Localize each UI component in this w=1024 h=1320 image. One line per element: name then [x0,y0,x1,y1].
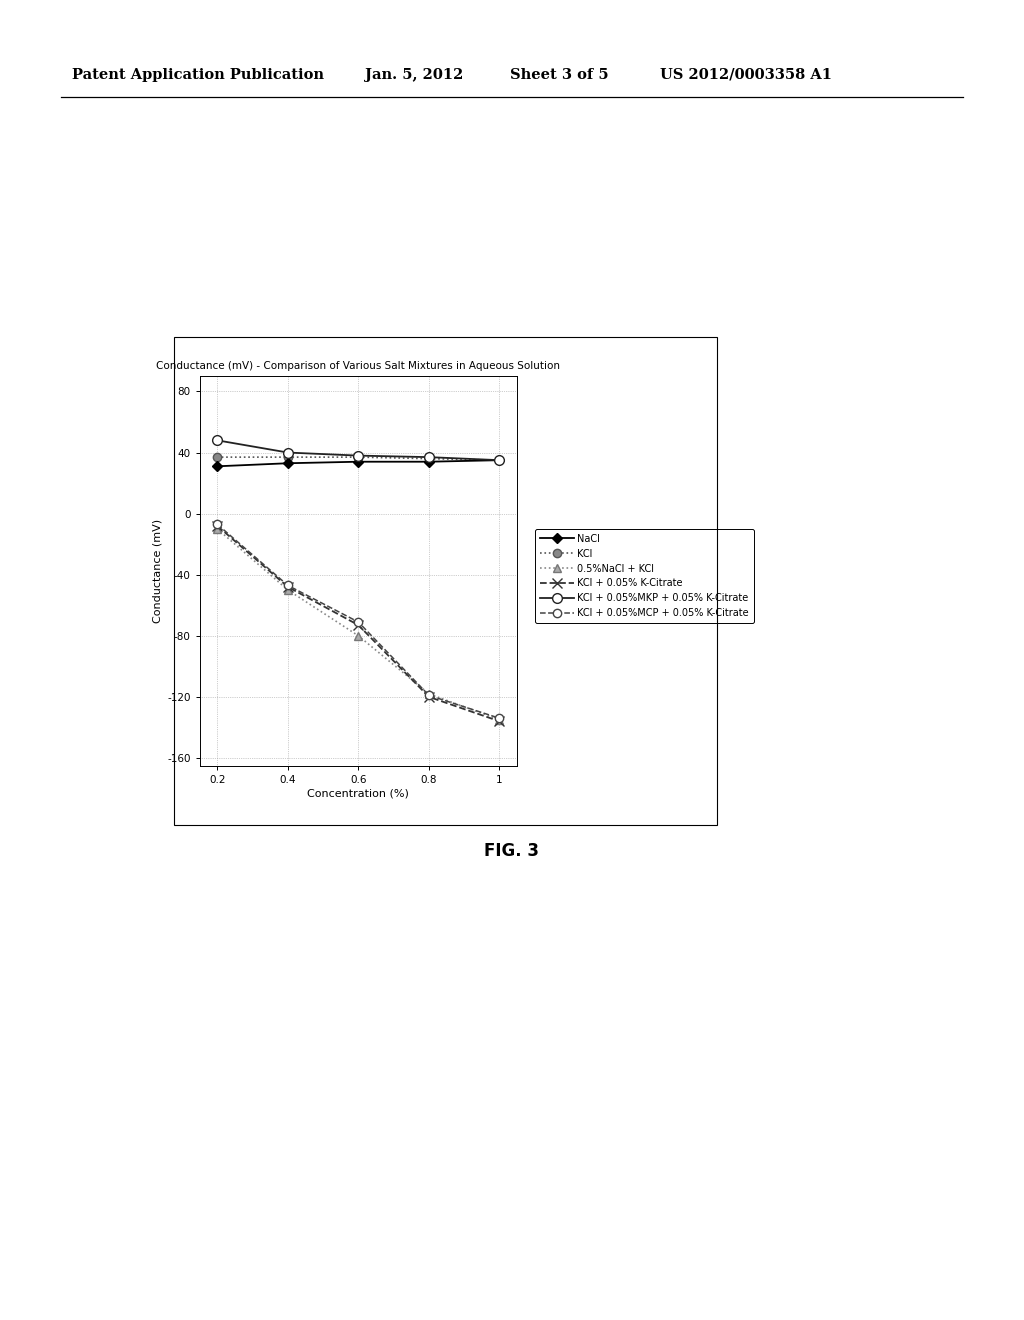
X-axis label: Concentration (%): Concentration (%) [307,789,410,799]
Y-axis label: Conductance (mV): Conductance (mV) [153,519,163,623]
KCl + 0.05% K-Citrate [352,618,365,634]
KCl [211,449,223,465]
NaCl [494,453,506,469]
NaCl [211,458,223,474]
0.5%NaCl + KCl [282,582,294,598]
KCl [423,450,435,466]
Text: Patent Application Publication: Patent Application Publication [72,69,324,82]
0.5%NaCl + KCl [423,686,435,702]
KCl + 0.05%MCP + 0.05% K-Citrate [282,577,294,593]
KCl + 0.05% K-Citrate [494,713,506,729]
0.5%NaCl + KCl [494,711,506,727]
KCl + 0.05%MKP + 0.05% K-Citrate [423,449,435,465]
KCl + 0.05%MCP + 0.05% K-Citrate [494,710,506,726]
KCl + 0.05%MCP + 0.05% K-Citrate [352,614,365,630]
KCl + 0.05% K-Citrate [211,517,223,533]
KCl + 0.05%MKP + 0.05% K-Citrate [494,453,506,469]
KCl + 0.05%MKP + 0.05% K-Citrate [352,447,365,463]
Legend: NaCl, KCl, 0.5%NaCl + KCl, KCl + 0.05% K-Citrate, KCl + 0.05%MKP + 0.05% K-Citra: NaCl, KCl, 0.5%NaCl + KCl, KCl + 0.05% K… [535,529,754,623]
Text: Jan. 5, 2012: Jan. 5, 2012 [365,69,464,82]
KCl [352,449,365,465]
NaCl [423,454,435,470]
Text: US 2012/0003358 A1: US 2012/0003358 A1 [660,69,831,82]
0.5%NaCl + KCl [352,628,365,644]
KCl + 0.05%MCP + 0.05% K-Citrate [423,688,435,704]
Line: KCl + 0.05% K-Citrate: KCl + 0.05% K-Citrate [212,521,505,726]
NaCl [352,454,365,470]
KCl + 0.05% K-Citrate [282,579,294,595]
KCl + 0.05%MCP + 0.05% K-Citrate [211,516,223,532]
0.5%NaCl + KCl [211,521,223,537]
Line: NaCl: NaCl [214,457,503,470]
Text: FIG. 3: FIG. 3 [484,842,540,861]
KCl + 0.05%MKP + 0.05% K-Citrate [211,433,223,449]
Text: Sheet 3 of 5: Sheet 3 of 5 [510,69,608,82]
Title: Conductance (mV) - Comparison of Various Salt Mixtures in Aqueous Solution: Conductance (mV) - Comparison of Various… [157,362,560,371]
NaCl [282,455,294,471]
KCl + 0.05% K-Citrate [423,689,435,705]
Line: 0.5%NaCl + KCl: 0.5%NaCl + KCl [213,525,504,723]
KCl [282,449,294,465]
Line: KCl: KCl [213,453,504,465]
Line: KCl + 0.05%MKP + 0.05% K-Citrate: KCl + 0.05%MKP + 0.05% K-Citrate [212,436,505,465]
KCl + 0.05%MKP + 0.05% K-Citrate [282,445,294,461]
KCl [494,453,506,469]
Line: KCl + 0.05%MCP + 0.05% K-Citrate: KCl + 0.05%MCP + 0.05% K-Citrate [213,520,504,722]
